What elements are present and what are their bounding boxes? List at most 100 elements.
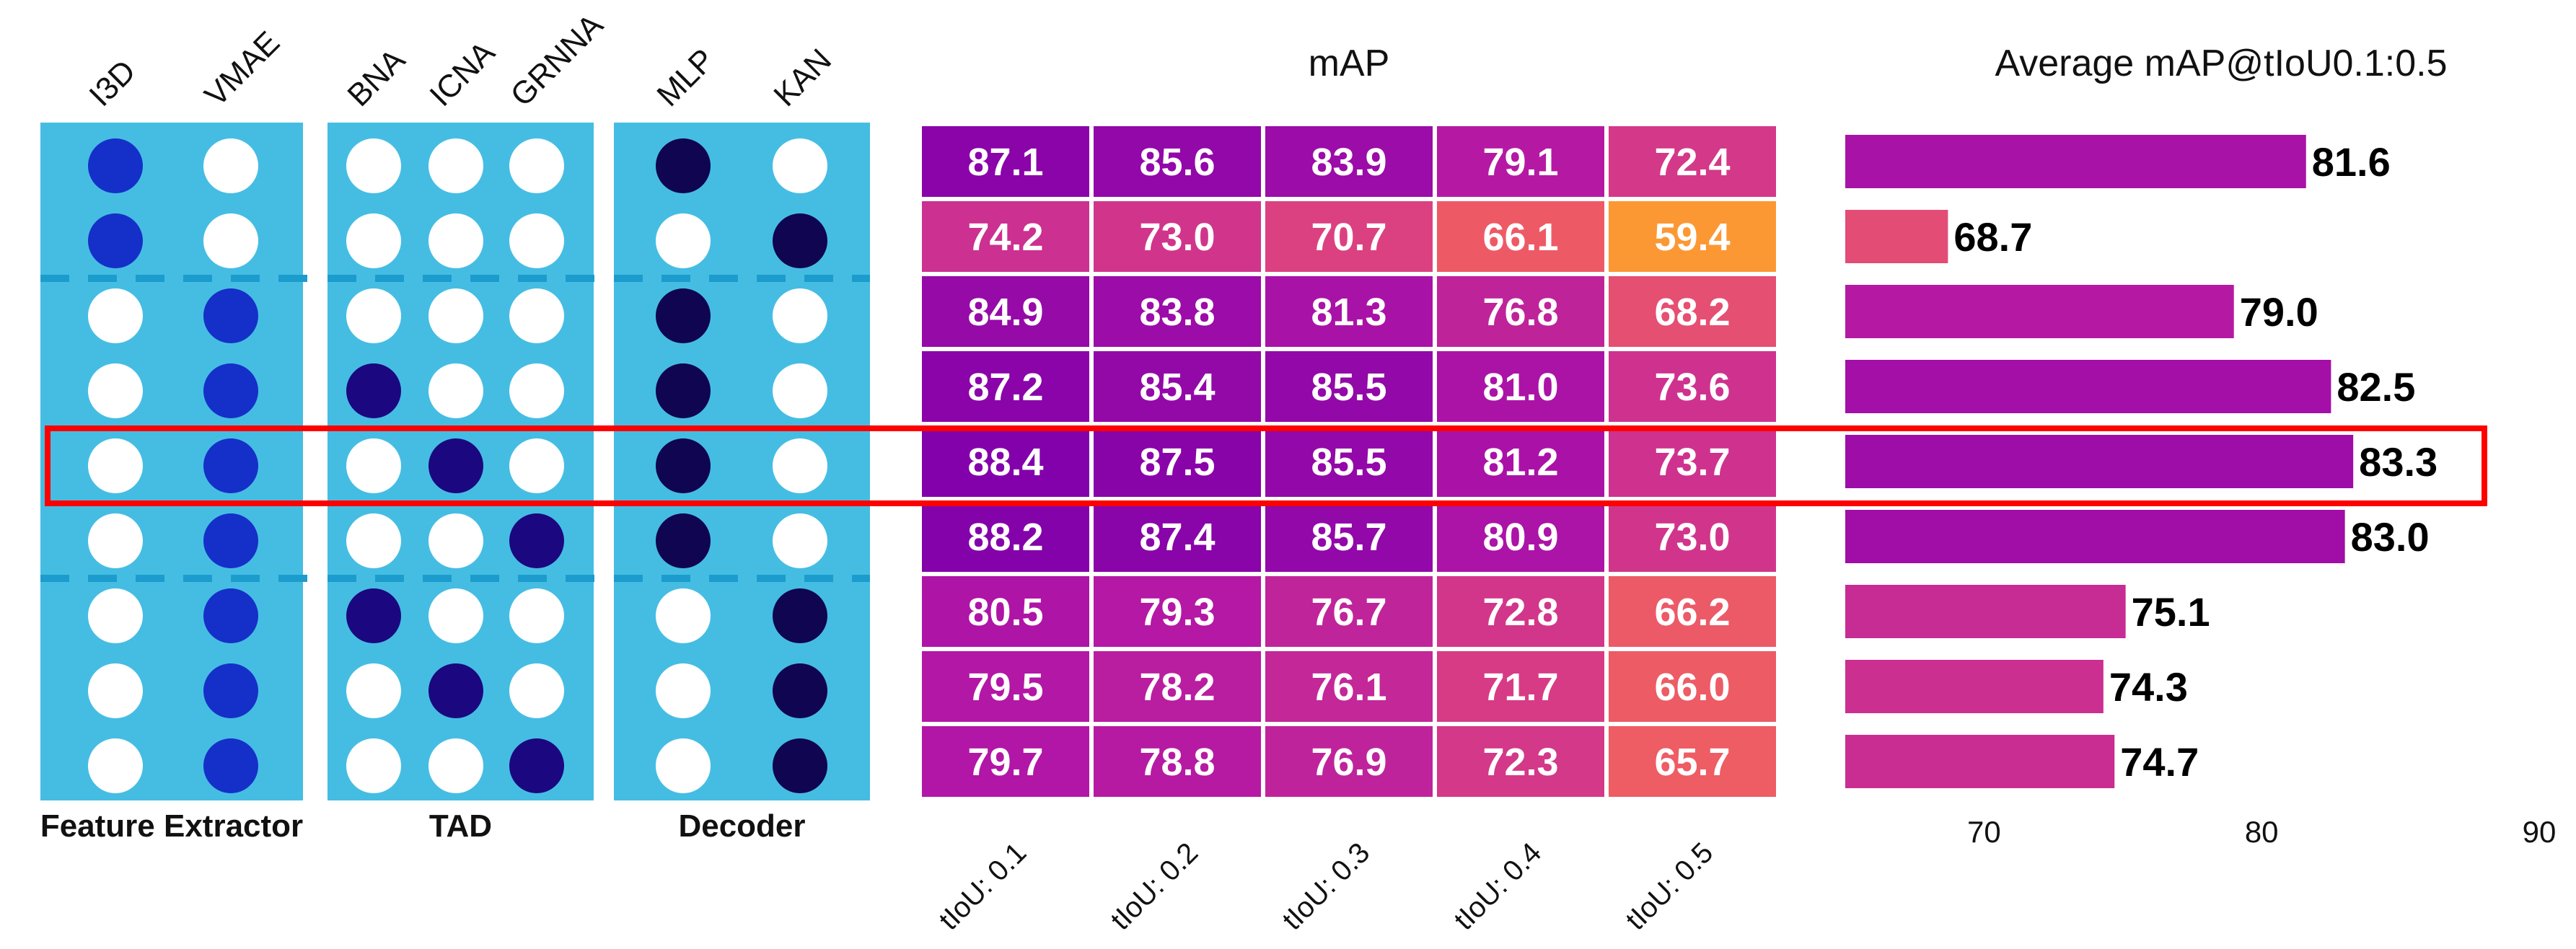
heatmap-cell-label: 72.4 [1654,141,1730,184]
heatmap-cell-label: 72.8 [1482,591,1558,634]
heatmap-cell-label: 74.2 [967,216,1043,259]
selected-dot-vmae [203,288,258,343]
heatmap-column-label: tIoU: 0.4 [1448,837,1547,936]
empty-dot-mlp [656,213,711,268]
group-title-tad: TAD [429,808,492,844]
selected-dot-kan [773,738,827,793]
heatmap-cell [1265,426,1433,497]
heatmap-cell [1265,126,1433,197]
bar-value-label: 82.5 [2337,364,2415,410]
empty-dot-grnna [509,363,564,418]
heatmap-cell [1094,276,1261,347]
heatmap-cell-label: 78.2 [1139,666,1215,709]
empty-dot-grnna [509,438,564,493]
heatmap-cell-label: 72.3 [1482,741,1558,784]
bar [1845,510,2345,563]
empty-dot-icna [428,513,483,568]
heatmap-cell [1437,501,1604,572]
selected-dot-kan [773,663,827,718]
selected-dot-vmae [203,513,258,568]
bar [1845,135,2306,188]
bar-value-label: 74.7 [2120,739,2199,785]
selected-dot-icna [428,438,483,493]
heatmap-cell [1094,126,1261,197]
heatmap-title: mAP [1309,43,1390,84]
empty-dot-grnna [509,288,564,343]
heatmap-cell [1094,201,1261,272]
heatmap-cell [1609,276,1776,347]
empty-dot-i3d [88,738,143,793]
bar-value-label: 79.0 [2240,289,2318,335]
heatmap-cell-label: 85.5 [1311,366,1386,409]
selected-dot-grnna [509,738,564,793]
bar [1845,585,2126,638]
empty-dot-icna [428,363,483,418]
heatmap-cell [1609,501,1776,572]
empty-dot-bna [346,513,401,568]
heatmap-cell-label: 83.8 [1139,291,1215,334]
heatmap-cell-label: 79.5 [967,666,1043,709]
selected-dot-mlp [656,438,711,493]
component-config-panels: I3D VMAE Feature Extractor BNA ICNA GRNNA TAD M… [40,7,870,844]
heatmap-cell-label: 79.3 [1139,591,1215,634]
heatmap-cell [1437,426,1604,497]
highlight-best-row [45,425,2487,506]
empty-dot-i3d [88,363,143,418]
heatmap-cell [1094,726,1261,797]
heatmap-cell-label: 87.5 [1139,441,1215,484]
heatmap-cell-label: 88.2 [967,516,1043,559]
empty-dot-icna [428,213,483,268]
heatmap-cell [1265,276,1433,347]
empty-dot-icna [428,738,483,793]
heatmap-cell-label: 84.9 [967,291,1043,334]
selected-dot-vmae [203,363,258,418]
empty-dot-i3d [88,438,143,493]
selected-dot-bna [346,363,401,418]
heatmap-cell [922,351,1089,422]
heatmap-cell-label: 66.2 [1654,591,1730,634]
selected-dot-kan [773,588,827,643]
heatmap-cell [1437,126,1604,197]
heatmap-cell-label: 65.7 [1654,741,1730,784]
bar-value-label: 83.3 [2359,439,2437,485]
empty-dot-icna [428,288,483,343]
x-tick-label: 80 [2245,815,2279,849]
empty-dot-kan [773,363,827,418]
empty-dot-kan [773,288,827,343]
heatmap-cell-label: 73.6 [1654,366,1730,409]
heatmap-cell-label: 79.7 [967,741,1043,784]
heatmap-cell [1609,651,1776,722]
bar-value-label: 68.7 [1953,214,2032,260]
heatmap-cell [922,126,1089,197]
heatmap-cell [922,726,1089,797]
bar [1845,660,2104,713]
bar [1845,360,2331,413]
empty-dot-bna [346,288,401,343]
empty-dot-vmae [203,138,258,193]
heatmap-cell [1609,201,1776,272]
empty-dot-grnna [509,213,564,268]
heatmap-cell [922,276,1089,347]
empty-dot-bna [346,213,401,268]
heatmap-cell [1609,426,1776,497]
empty-dot-mlp [656,738,711,793]
heatmap-cell [922,426,1089,497]
heatmap-cell [1609,576,1776,647]
heatmap-cell [1609,126,1776,197]
heatmap-cell [1437,351,1604,422]
heatmap-cell [922,201,1089,272]
heatmap-cell-label: 85.6 [1139,141,1215,184]
bar-value-label: 74.3 [2109,664,2188,710]
heatmap-cell [1265,201,1433,272]
empty-dot-i3d [88,663,143,718]
x-tick-label: 70 [1967,815,2001,849]
heatmap-cell-label: 73.0 [1654,516,1730,559]
heatmap-cell-label: 80.5 [967,591,1043,634]
heatmap-cell-label: 59.4 [1654,216,1730,259]
empty-dot-i3d [88,288,143,343]
selected-dot-vmae [203,663,258,718]
heatmap-cell-label: 78.8 [1139,741,1215,784]
empty-dot-i3d [88,588,143,643]
heatmap-cell [1609,351,1776,422]
